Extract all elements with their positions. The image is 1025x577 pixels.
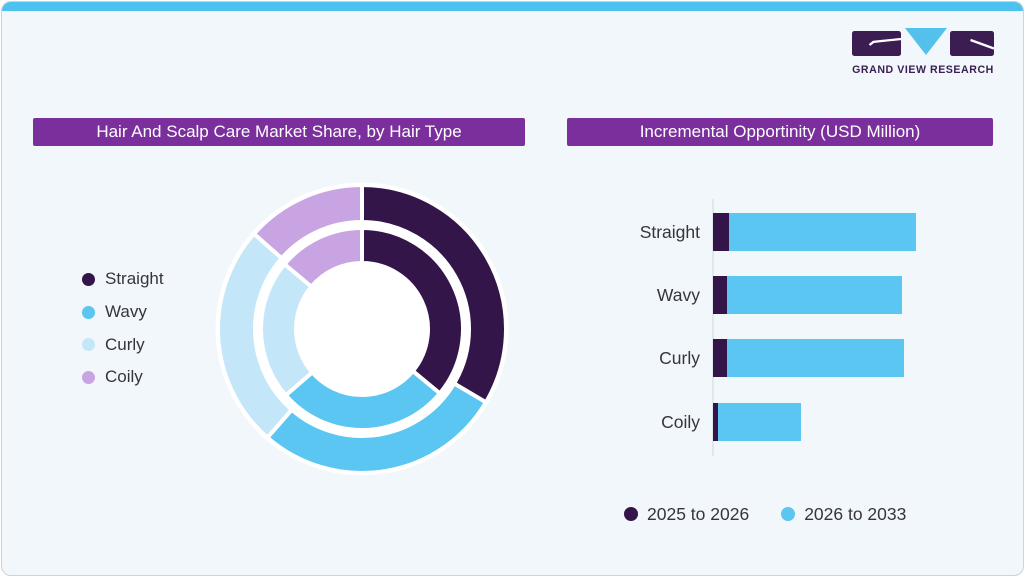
donut-legend-item-straight: Straight	[82, 263, 164, 296]
v-triangle-icon	[905, 28, 947, 55]
bar-segment-straight-series-1	[729, 213, 916, 251]
bar-category-label-coily: Coily	[661, 411, 700, 432]
bar-segment-coily-series-0	[713, 402, 719, 441]
donut-outer-segment-coily	[251, 182, 364, 262]
bar-category-label-wavy: Wavy	[656, 285, 700, 306]
gvr-logo-text: GRAND VIEW RESEARCH	[852, 64, 994, 76]
legend-dot-series-1-icon	[781, 507, 796, 521]
bar-category-label-straight: Straight	[639, 222, 700, 242]
top-accent-strip	[2, 2, 1023, 11]
legend-label: Curly	[105, 334, 145, 354]
bar-segment-straight-series-0	[713, 213, 730, 251]
donut-legend: Straight Wavy Curly Coily	[82, 263, 164, 394]
g-block-icon	[852, 31, 901, 56]
bar-segment-curly-series-1	[727, 339, 904, 378]
g-block-line	[868, 37, 902, 46]
donut-legend-item-curly: Curly	[82, 328, 164, 361]
legend-label: 2025 to 2026	[647, 503, 750, 524]
bar-legend-item-0: 2025 to 2026	[624, 504, 749, 525]
bar-segment-wavy-series-0	[713, 276, 728, 315]
bar-segment-wavy-series-1	[727, 276, 902, 315]
legend-dot-coily-icon	[82, 370, 95, 384]
bar-segment-coily-series-1	[718, 402, 801, 441]
r-block-icon	[950, 31, 994, 56]
bar-legend-item-1: 2026 to 2033	[781, 504, 906, 525]
donut-chart	[215, 182, 509, 476]
donut-legend-item-coily: Coily	[82, 361, 164, 394]
bar-chart-title: Incremental Opportinity (USD Million)	[567, 118, 993, 146]
legend-label: 2026 to 2033	[804, 503, 907, 524]
gvr-logo-glyphs	[852, 28, 995, 56]
donut-inner-segment-straight	[360, 225, 465, 397]
legend-dot-straight-icon	[82, 272, 95, 286]
legend-label: Straight	[105, 269, 164, 289]
legend-dot-curly-icon	[82, 338, 95, 352]
bar-category-label-curly: Curly	[659, 348, 700, 369]
donut-chart-title: Hair And Scalp Care Market Share, by Hai…	[33, 118, 525, 146]
bar-chart-axis-line	[712, 199, 714, 456]
legend-dot-series-0-icon	[624, 507, 638, 521]
bar-segment-curly-series-0	[713, 339, 728, 378]
donut-legend-item-wavy: Wavy	[82, 296, 164, 329]
bar-chart-legend: 2025 to 2026 2026 to 2033	[624, 499, 906, 529]
gvr-logo: GRAND VIEW RESEARCH	[852, 28, 995, 76]
legend-dot-wavy-icon	[82, 305, 95, 319]
donut-inner-segment-coily	[281, 225, 364, 290]
donut-backing-disc	[215, 182, 509, 476]
legend-label: Coily	[105, 367, 143, 387]
r-block-line	[970, 38, 995, 50]
legend-label: Wavy	[105, 302, 147, 322]
